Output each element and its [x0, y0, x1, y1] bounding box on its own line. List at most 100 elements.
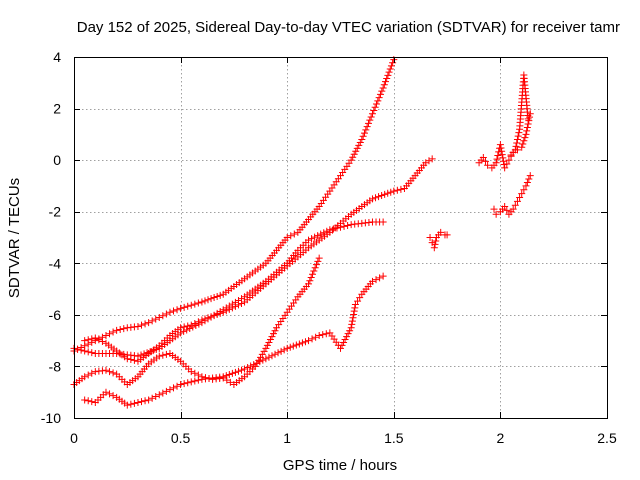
data-point: [346, 327, 354, 335]
data-point: [503, 206, 511, 214]
data-point: [314, 232, 322, 240]
data-point: [201, 297, 209, 305]
data-point: [274, 349, 282, 357]
data-point: [522, 182, 530, 190]
data-point: [148, 394, 156, 402]
x-tick-label: 0: [70, 430, 78, 446]
data-point: [201, 315, 209, 323]
data-point: [287, 232, 295, 240]
data-point: [169, 307, 177, 315]
data-point: [191, 377, 199, 385]
data-point: [271, 350, 279, 358]
data-point: [81, 347, 89, 355]
data-point: [358, 136, 366, 144]
data-point: [286, 343, 294, 351]
data-point: [317, 230, 325, 238]
data-point: [155, 391, 163, 399]
data-point: [344, 221, 352, 229]
data-point: [191, 369, 199, 377]
data-point: [81, 337, 89, 345]
data-point: [155, 313, 163, 321]
data-point: [95, 336, 103, 344]
data-point: [305, 280, 313, 288]
data-point: [319, 331, 327, 339]
data-point: [91, 334, 99, 342]
data-point: [356, 138, 364, 146]
x-axis-label: GPS time / hours: [283, 457, 397, 474]
data-point: [359, 132, 367, 140]
data-point: [362, 126, 370, 134]
data-point: [207, 295, 215, 303]
data-point: [166, 386, 174, 394]
data-point: [213, 292, 221, 300]
data-point: [204, 314, 212, 322]
data-point: [184, 379, 192, 387]
data-point: [148, 317, 156, 325]
data-point: [349, 153, 357, 161]
data-point: [501, 164, 509, 172]
data-point: [262, 344, 270, 352]
data-point: [191, 319, 199, 327]
data-point: [521, 134, 529, 142]
tick-labels: 0 0.5 1 1.5 2 2.5 -10 -8 -6 -4 -2 0 2 4: [41, 49, 617, 446]
data-point: [520, 137, 528, 145]
data-point: [383, 74, 391, 82]
x-tick-label: 2: [497, 430, 505, 446]
data-point: [134, 322, 142, 330]
data-point: [88, 335, 96, 343]
data-point: [134, 399, 142, 407]
data-point: [372, 100, 380, 108]
x-tick-label: 1: [283, 430, 291, 446]
y-tick-label: 0: [53, 152, 61, 168]
data-point: [253, 359, 261, 367]
x-tick-label: 0.5: [171, 430, 191, 446]
data-point: [177, 304, 185, 312]
data-point: [479, 154, 487, 162]
data-point: [490, 205, 498, 213]
data-point: [226, 378, 234, 386]
data-point: [250, 361, 258, 369]
data-point: [127, 356, 135, 364]
data-point: [231, 368, 239, 376]
data-point: [271, 327, 279, 335]
data-point: [259, 356, 267, 364]
data-point: [386, 65, 394, 73]
data-point: [180, 380, 188, 388]
data-point: [123, 355, 131, 363]
data-point: [360, 129, 368, 137]
data-point: [234, 301, 242, 309]
data-point: [162, 350, 170, 358]
data-point: [498, 151, 506, 159]
data-point: [387, 188, 395, 196]
data-point: [81, 373, 89, 381]
data-point: [523, 123, 531, 131]
y-tick-label: -10: [41, 410, 61, 426]
data-point: [238, 366, 246, 374]
data-point: [516, 194, 524, 202]
y-axis-label: SDTVAR / TECUs: [6, 178, 23, 298]
data-point: [308, 335, 316, 343]
data-point: [225, 305, 233, 313]
data-point: [222, 372, 230, 380]
data-point: [269, 330, 277, 338]
data-point: [184, 322, 192, 330]
data-point: [343, 333, 351, 341]
data-point: [366, 116, 374, 124]
data-point: [173, 382, 181, 390]
data-point: [106, 330, 114, 338]
data-point: [141, 397, 149, 405]
data-point: [370, 107, 378, 115]
data-point: [152, 393, 160, 401]
data-point: [351, 304, 359, 312]
data-point: [314, 257, 322, 265]
data-point: [198, 316, 206, 324]
data-point: [268, 333, 276, 341]
data-point: [492, 159, 500, 167]
data-point: [525, 117, 533, 125]
data-point: [187, 321, 195, 329]
data-point: [84, 336, 92, 344]
data-point: [120, 325, 128, 333]
data-point: [428, 239, 436, 247]
data-point: [194, 299, 202, 307]
